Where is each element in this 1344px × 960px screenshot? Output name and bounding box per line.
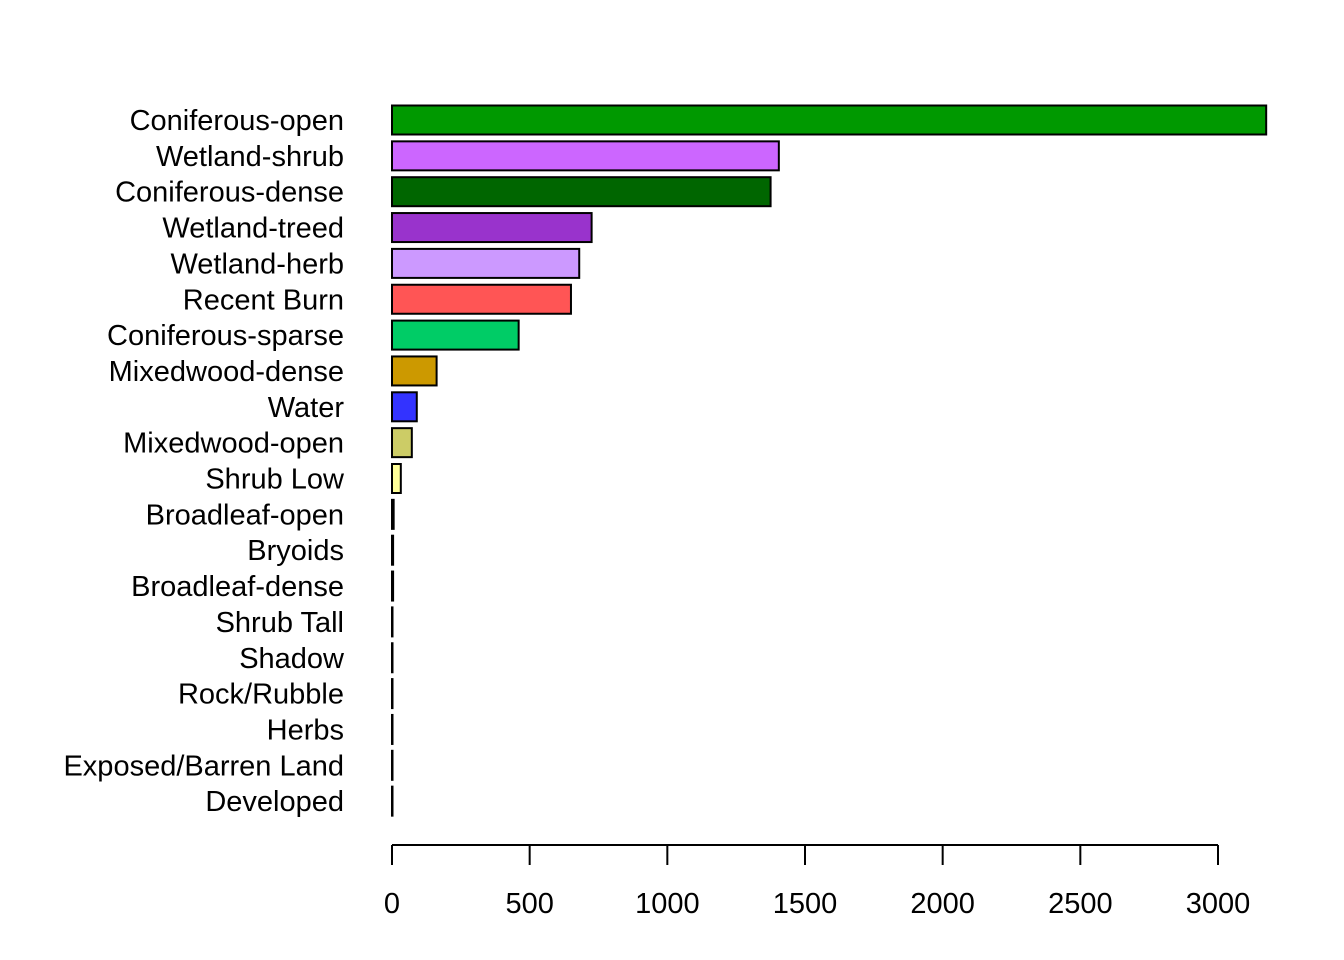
x-tick-label: 0: [384, 888, 400, 920]
bar-broadleaf-dense: [391, 570, 395, 602]
bar-rock-rubble: [391, 678, 394, 710]
bar-shadow: [391, 642, 394, 674]
bar-shrub-low: [391, 463, 402, 494]
bar-broadleaf-open: [391, 498, 395, 530]
bar-coniferous-sparse: [391, 319, 520, 351]
category-label: Rock/Rubble: [178, 679, 344, 711]
category-label: Mixedwood-dense: [109, 356, 344, 388]
bar-developed: [391, 785, 394, 817]
bar-wetland-herb: [391, 247, 581, 279]
x-tick-label: 500: [505, 888, 553, 920]
bar-bryoids: [391, 534, 395, 566]
bar-herbs: [391, 713, 394, 745]
x-tick-label: 2500: [1048, 888, 1113, 920]
x-tick-label: 2000: [910, 888, 975, 920]
category-label: Exposed/Barren Land: [63, 750, 344, 782]
bar-wetland-shrub: [391, 140, 780, 172]
category-label: Coniferous-sparse: [107, 320, 344, 352]
category-label: Shadow: [239, 643, 345, 675]
category-label: Wetland-shrub: [156, 141, 344, 173]
bar-recent-burn: [391, 283, 572, 315]
category-labels: Coniferous-open Wetland-shrub Coniferous-d…: [63, 105, 345, 818]
x-tick-label: 3000: [1186, 888, 1251, 920]
category-label: Developed: [205, 786, 344, 818]
bars-group: [391, 104, 1268, 817]
category-label: Coniferous-open: [130, 105, 344, 137]
bar-wetland-treed: [391, 212, 593, 244]
x-tick-label: 1000: [635, 888, 700, 920]
bar-mixedwood-open: [391, 427, 413, 459]
category-label: Shrub Tall: [216, 607, 344, 639]
category-label: Recent Burn: [183, 284, 344, 316]
category-label: Wetland-herb: [170, 248, 344, 280]
bar-coniferous-dense: [391, 176, 772, 208]
category-label: Wetland-treed: [162, 213, 344, 245]
bar-mixedwood-dense: [391, 355, 438, 387]
category-label: Broadleaf-open: [146, 499, 344, 531]
category-label: Mixedwood-open: [123, 428, 344, 460]
bar-coniferous-open: [391, 104, 1268, 136]
category-label: Bryoids: [247, 535, 344, 567]
category-label: Herbs: [267, 714, 344, 746]
x-tick-label: 1500: [773, 888, 838, 920]
category-label: Water: [268, 392, 345, 424]
bar-water: [391, 391, 418, 423]
x-axis: 0 500 1000 1500 2000 2500 3000: [384, 844, 1251, 920]
category-label: Shrub Low: [205, 464, 345, 496]
category-label: Broadleaf-dense: [131, 571, 344, 603]
bar-exposed-barren-land: [391, 749, 394, 781]
category-label: Coniferous-dense: [115, 177, 344, 209]
bar-shrub-tall: [391, 606, 394, 638]
